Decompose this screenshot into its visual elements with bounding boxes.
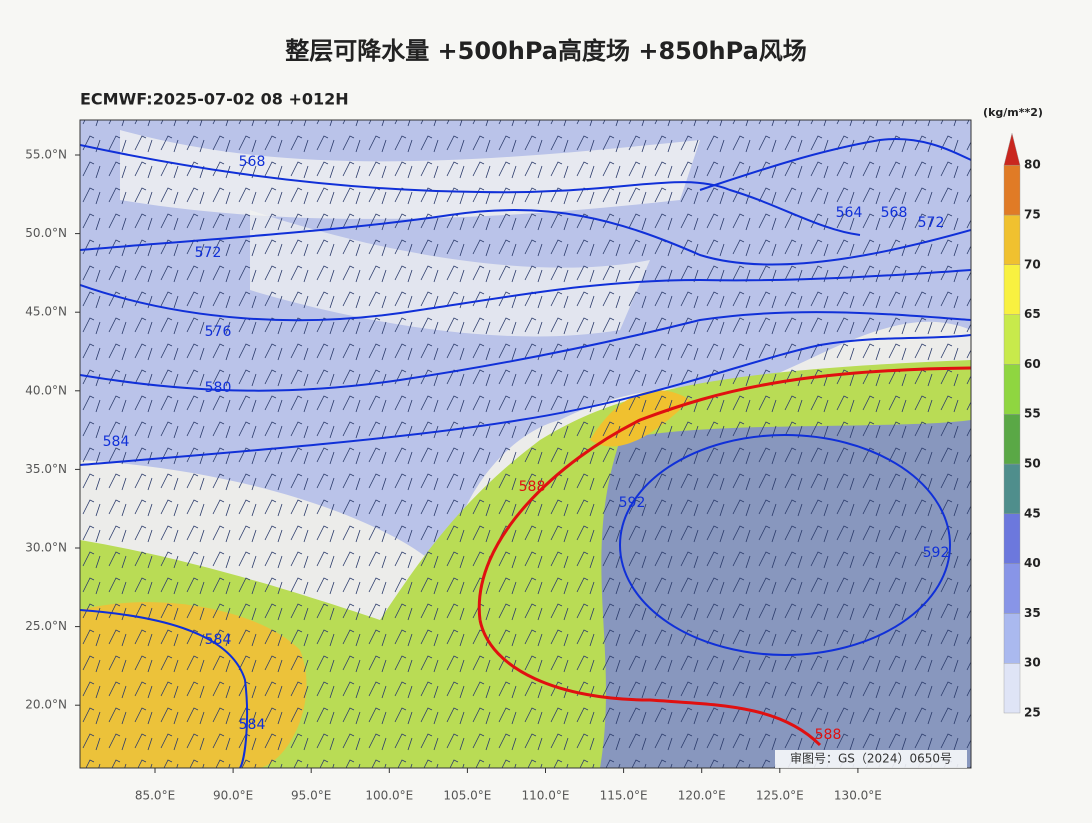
contour xyxy=(80,311,971,392)
colorbar-label: 70 xyxy=(1024,257,1041,271)
colorbar-label: 50 xyxy=(1024,457,1041,471)
contour xyxy=(478,619,822,747)
contour-588 xyxy=(477,366,971,747)
colorbar: 25 30 35 40 45 50 55 60 65 70 75 80 xyxy=(1003,133,1041,720)
lon-label: 125.0°E xyxy=(756,789,804,803)
colorbar-label: 25 xyxy=(1024,706,1041,720)
lat-label: 25.0°N xyxy=(25,619,67,633)
height-contours xyxy=(80,138,971,768)
lon-label: 110.0°E xyxy=(522,789,570,803)
contour-label: 588 xyxy=(815,727,842,743)
approval-number: 审图号：GS（2024）0650号 xyxy=(790,751,952,766)
colorbar-box xyxy=(1003,563,1021,614)
colorbar-box xyxy=(1003,463,1021,514)
lon-label: 100.0°E xyxy=(365,789,413,803)
colorbar-label: 60 xyxy=(1024,357,1041,371)
colorbar-box xyxy=(1003,364,1021,415)
colorbar-label: 65 xyxy=(1024,307,1041,321)
colorbar-label: 30 xyxy=(1024,656,1041,670)
colorbar-box xyxy=(1003,264,1021,315)
colorbar-label: 75 xyxy=(1024,208,1041,222)
lon-label: 130.0°E xyxy=(834,789,882,803)
contour xyxy=(80,208,971,266)
contour-label: 592 xyxy=(619,495,646,511)
contour xyxy=(80,144,861,236)
wind-barbs xyxy=(80,120,971,768)
contour-label: 572 xyxy=(918,215,945,231)
lat-label: 45.0°N xyxy=(25,305,67,319)
contour-label: 568 xyxy=(239,154,266,170)
colorbar-box xyxy=(1003,214,1021,265)
colorbar-label: 35 xyxy=(1024,606,1041,620)
lat-label: 35.0°N xyxy=(25,462,67,476)
contour-label: 568 xyxy=(881,205,908,221)
colorbar-box xyxy=(1003,613,1021,664)
title: 整层可降水量 +500hPa高度场 +850hPa风场 xyxy=(285,37,807,65)
lon-label: 105.0°E xyxy=(443,789,491,803)
contour xyxy=(80,334,971,466)
contour xyxy=(80,269,971,322)
colorbar-box xyxy=(1003,164,1021,216)
contour-label: 584 xyxy=(205,632,232,648)
colorbar-box xyxy=(1003,663,1021,714)
lon-label: 120.0°E xyxy=(678,789,726,803)
map-frame xyxy=(79,119,972,769)
contour-label: 592 xyxy=(923,545,950,561)
contour-label: 572 xyxy=(195,245,222,261)
contour-labels: 568 572 576 580 584 588 592 564 568 572 592 584 584 5… xyxy=(103,154,950,743)
contour xyxy=(477,366,971,621)
lat-label: 55.0°N xyxy=(25,148,67,162)
lat-label: 50.0°N xyxy=(25,226,67,240)
contour xyxy=(80,609,249,768)
contour-label: 564 xyxy=(836,205,863,221)
lon-label: 115.0°E xyxy=(600,789,648,803)
approval-bg xyxy=(775,750,967,768)
contour-label: 576 xyxy=(205,324,232,340)
lon-label: 85.0°E xyxy=(135,789,175,803)
colorbar-label: 80 xyxy=(1024,158,1041,172)
run-info: ECMWF:2025-07-02 08 +012H xyxy=(80,90,349,109)
contour-label: 580 xyxy=(205,380,232,396)
axes: 55.0°N 50.0°N 45.0°N 40.0°N 35.0°N 30.0°N 25.0… xyxy=(25,148,882,803)
contour-label: 584 xyxy=(239,717,266,733)
colorbar-box xyxy=(1003,414,1021,465)
colorbar-label: 40 xyxy=(1024,556,1041,570)
lon-label: 95.0°E xyxy=(291,789,331,803)
lat-label: 40.0°N xyxy=(25,383,67,397)
map: 568 572 576 580 584 588 592 564 568 572 592 584 584 5… xyxy=(80,120,971,768)
colorbar-label: 45 xyxy=(1024,506,1041,520)
colorbar-box xyxy=(1003,314,1021,365)
contour xyxy=(619,434,951,656)
colorbar-box xyxy=(1003,513,1021,564)
colorbar-label: 55 xyxy=(1024,407,1041,421)
contour xyxy=(699,138,971,191)
colorbar-unit: (kg/m**2) xyxy=(983,106,1043,119)
lon-label: 90.0°E xyxy=(213,789,253,803)
contour-label: 588 xyxy=(519,479,546,495)
colorbar-extend xyxy=(1003,133,1021,166)
lat-label: 20.0°N xyxy=(25,698,67,712)
contour-label: 584 xyxy=(103,434,130,450)
lat-label: 30.0°N xyxy=(25,541,67,555)
